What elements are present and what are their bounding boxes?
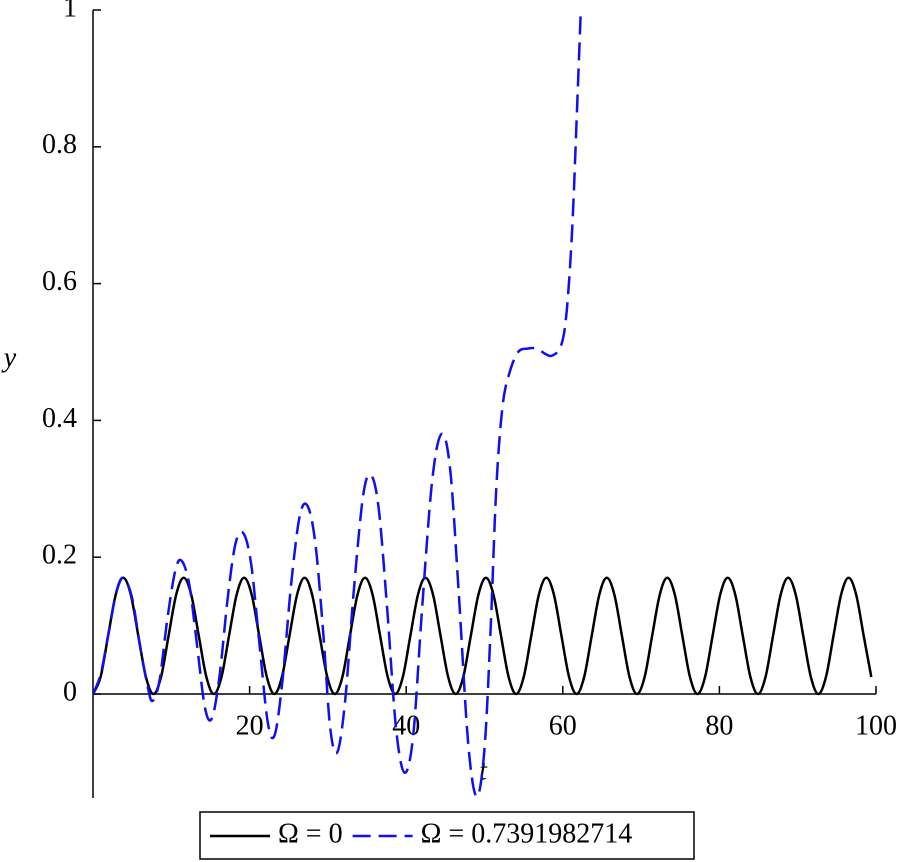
y-tick-label: 0.6 <box>42 266 77 297</box>
y-tick-label: 0.2 <box>42 540 77 571</box>
y-tick-label: 1 <box>63 0 77 23</box>
x-tick-label: 80 <box>705 710 733 741</box>
x-tick-label: 20 <box>236 710 264 741</box>
y-tick-label: 0.4 <box>42 403 77 434</box>
series-line <box>93 9 583 798</box>
x-tick-label: 100 <box>855 710 897 741</box>
legend-label: Ω = 0 <box>278 818 343 849</box>
legend-box <box>199 811 695 860</box>
legend-label: Ω = 0.7391982714 <box>421 818 633 849</box>
x-axis-label: t <box>479 755 488 786</box>
y-tick-label: 0.8 <box>42 129 77 160</box>
x-tick-label: 60 <box>549 710 577 741</box>
plot-area <box>93 9 873 798</box>
series-line <box>93 576 873 696</box>
y-axis-label: y <box>1 342 17 373</box>
y-tick-label: 0 <box>63 676 77 707</box>
